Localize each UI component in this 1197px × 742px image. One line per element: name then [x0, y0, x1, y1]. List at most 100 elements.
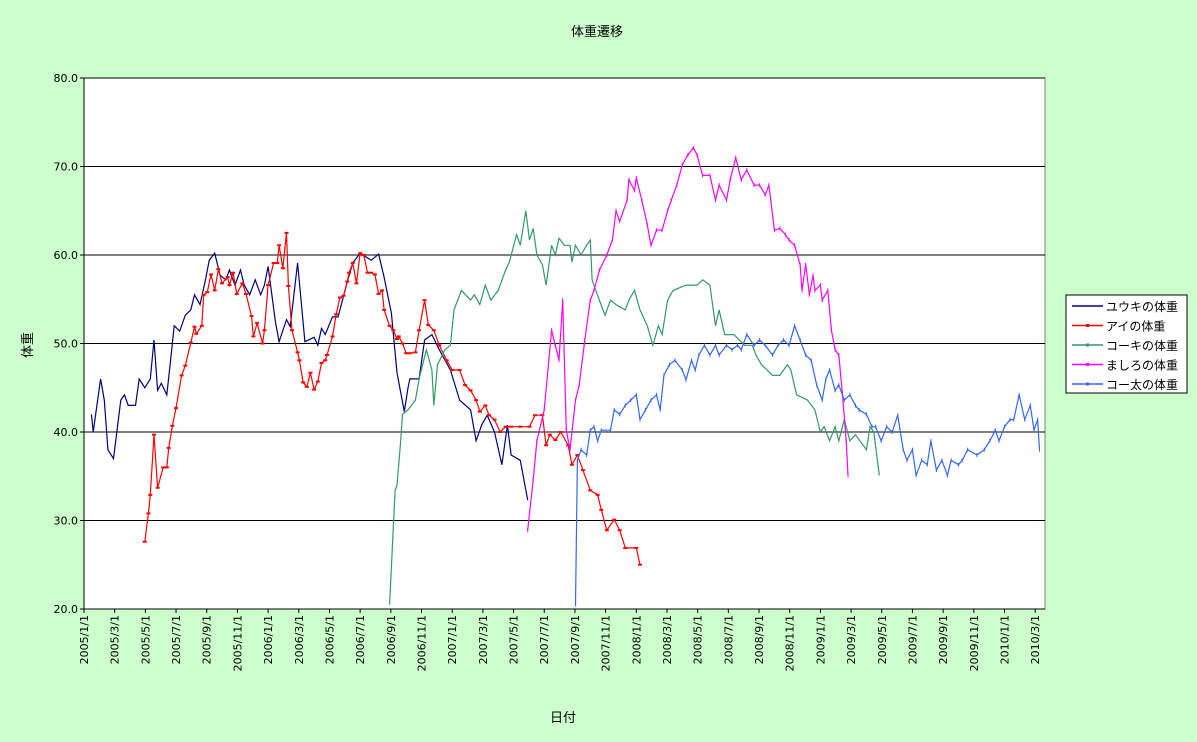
data-point — [492, 418, 497, 421]
data-point — [275, 261, 280, 264]
data-point — [527, 425, 532, 428]
data-point — [580, 469, 585, 472]
chart-title: 体重遷移 — [571, 24, 623, 40]
data-point — [376, 292, 381, 295]
x-tick-label: 2008/3/1 — [661, 615, 674, 664]
data-point — [477, 410, 482, 413]
data-point — [199, 324, 204, 327]
x-tick-label: 2005/11/1 — [231, 615, 244, 671]
x-tick-label: 2006/3/1 — [293, 615, 306, 664]
data-point — [369, 271, 374, 274]
data-point — [170, 424, 175, 427]
data-point — [595, 493, 600, 496]
series-line — [574, 323, 1041, 605]
series-line — [144, 232, 641, 565]
data-point — [284, 231, 289, 234]
y-tick-label: 80.0 — [54, 72, 79, 85]
y-tick-label: 30.0 — [54, 515, 79, 528]
x-tick-label: 2007/3/1 — [477, 615, 490, 664]
series-1 — [142, 231, 642, 566]
data-point — [391, 329, 396, 332]
legend-marker — [1086, 363, 1089, 366]
data-point — [151, 433, 156, 436]
data-point — [286, 284, 291, 287]
data-point — [194, 332, 199, 335]
data-point — [179, 374, 184, 377]
x-tick-label: 2005/7/1 — [170, 615, 183, 664]
data-point — [188, 341, 193, 344]
data-point — [547, 433, 552, 436]
x-tick-label: 2009/1/1 — [814, 615, 827, 664]
x-tick-label: 2008/5/1 — [692, 615, 705, 664]
x-tick-label: 2010/3/1 — [1029, 615, 1042, 664]
data-point — [225, 276, 230, 279]
data-point — [201, 293, 206, 296]
data-point — [394, 338, 399, 341]
data-point — [450, 369, 455, 372]
data-point — [417, 329, 422, 332]
data-point — [323, 359, 328, 362]
y-tick-label: 70.0 — [54, 161, 79, 174]
data-point — [358, 252, 363, 255]
data-point — [468, 389, 473, 392]
data-point — [240, 282, 245, 285]
data-point — [569, 463, 574, 466]
data-point — [588, 489, 593, 492]
x-tick-label: 2009/5/1 — [876, 615, 889, 664]
series-line — [389, 210, 880, 605]
data-point — [142, 540, 147, 543]
data-point — [280, 267, 285, 270]
data-point — [457, 369, 462, 372]
data-point — [337, 296, 342, 299]
data-point — [161, 466, 166, 469]
data-point — [533, 414, 538, 417]
data-point — [604, 529, 609, 532]
data-point — [262, 329, 267, 332]
data-point — [251, 335, 256, 338]
data-point — [312, 388, 317, 391]
data-point — [503, 425, 508, 428]
x-tick-label: 2009/3/1 — [845, 615, 858, 664]
x-tick-label: 2006/7/1 — [354, 615, 367, 664]
data-point — [146, 512, 151, 515]
data-point — [166, 446, 171, 449]
y-tick-label: 50.0 — [54, 338, 79, 351]
data-point — [431, 329, 436, 332]
data-point — [271, 261, 276, 264]
data-point — [437, 344, 442, 347]
data-point — [183, 364, 188, 367]
data-point — [330, 335, 335, 338]
data-point — [483, 404, 488, 407]
data-point — [212, 289, 217, 292]
x-tick-label: 2006/11/1 — [416, 615, 429, 671]
data-point — [295, 351, 300, 354]
data-point — [297, 359, 302, 362]
legend-label: コーキの体重 — [1106, 339, 1178, 353]
x-tick-label: 2008/7/1 — [722, 615, 735, 664]
data-point — [407, 352, 412, 355]
data-point — [192, 325, 197, 328]
x-tick-label: 2007/11/1 — [600, 615, 613, 671]
data-point — [544, 444, 549, 447]
series-line — [90, 251, 529, 501]
y-tick-label: 20.0 — [54, 603, 79, 616]
legend-label: ユウキの体重 — [1106, 300, 1178, 314]
data-point — [637, 563, 642, 566]
data-point — [315, 380, 320, 383]
data-point — [220, 282, 225, 285]
x-tick-label: 2005/1/1 — [78, 615, 91, 664]
data-point — [487, 414, 492, 417]
data-point — [341, 294, 346, 297]
legend-marker — [1086, 324, 1089, 327]
data-point — [426, 323, 431, 326]
data-point — [413, 351, 418, 354]
series-lines — [90, 145, 1041, 607]
data-point — [234, 292, 239, 295]
y-tick-label: 40.0 — [54, 426, 79, 439]
data-point — [290, 329, 295, 332]
data-point — [380, 289, 385, 292]
data-point — [444, 359, 449, 362]
data-point — [617, 529, 622, 532]
